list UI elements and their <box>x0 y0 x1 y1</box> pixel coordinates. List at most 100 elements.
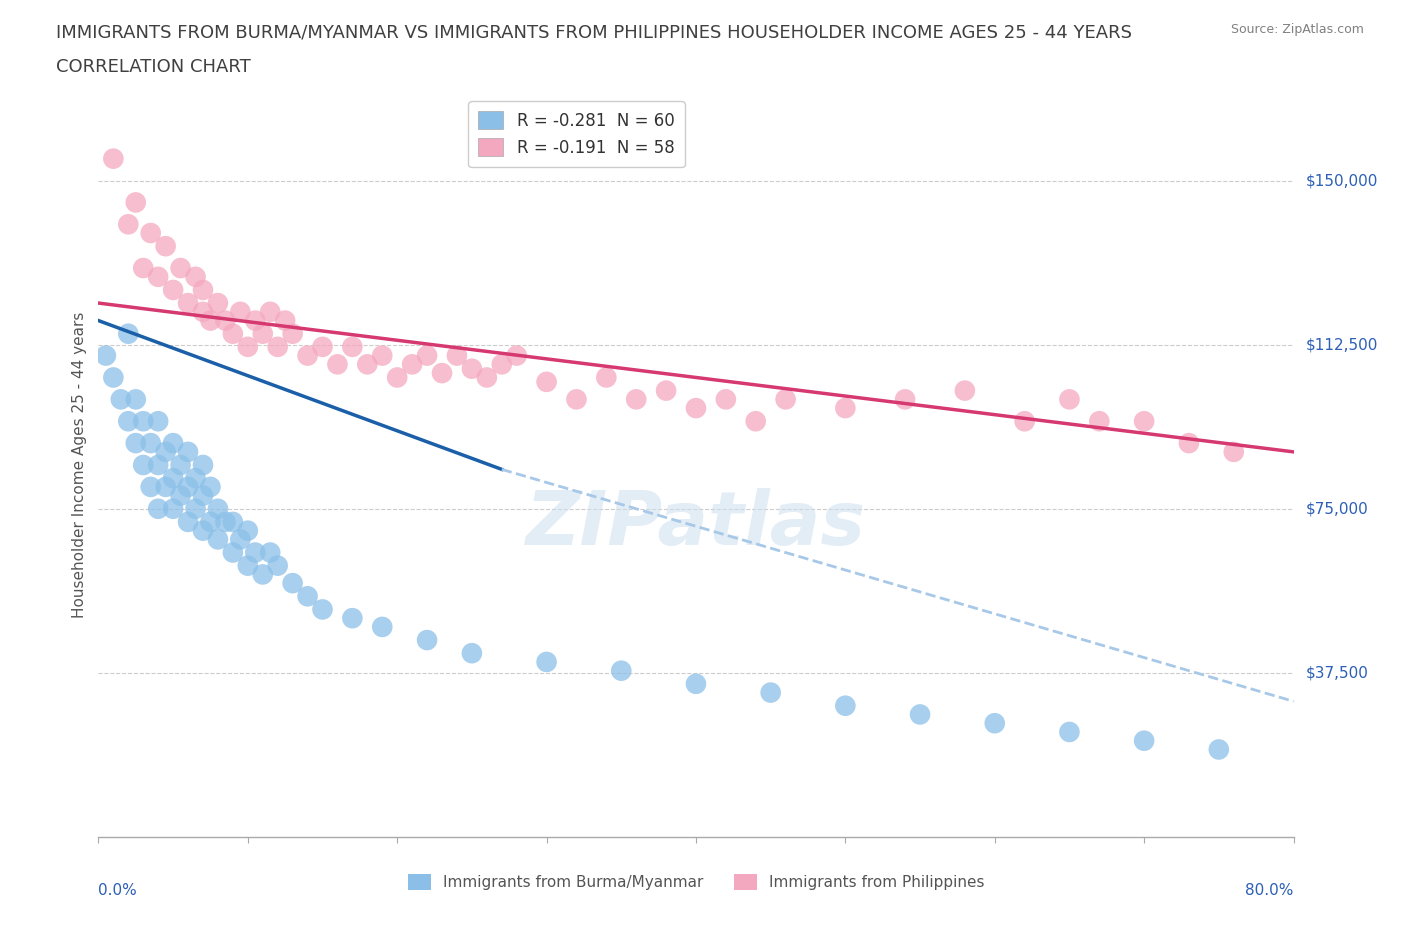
Point <box>184 270 207 285</box>
Point <box>200 514 222 529</box>
Point <box>274 313 297 328</box>
Point <box>267 558 290 573</box>
Point <box>983 716 1005 731</box>
Point <box>610 663 633 678</box>
Point <box>775 392 797 406</box>
Point <box>162 471 184 485</box>
Point <box>834 698 856 713</box>
Point <box>229 304 252 319</box>
Legend: Immigrants from Burma/Myanmar, Immigrants from Philippines: Immigrants from Burma/Myanmar, Immigrant… <box>402 868 990 897</box>
Point <box>184 471 207 485</box>
Point <box>191 458 214 472</box>
Point <box>1059 724 1081 739</box>
Point <box>416 348 439 363</box>
Point <box>236 558 259 573</box>
Point <box>155 239 177 254</box>
Point <box>117 326 139 341</box>
Point <box>1133 414 1156 429</box>
Point <box>475 370 498 385</box>
Point <box>259 304 281 319</box>
Point <box>169 488 191 503</box>
Point <box>536 375 558 390</box>
Point <box>132 260 155 275</box>
Point <box>207 296 229 311</box>
Point <box>416 632 439 647</box>
Point <box>125 435 148 450</box>
Y-axis label: Householder Income Ages 25 - 44 years: Householder Income Ages 25 - 44 years <box>72 312 87 618</box>
Point <box>311 602 333 617</box>
Point <box>759 685 782 700</box>
Point <box>148 414 170 429</box>
Point <box>536 655 558 670</box>
Point <box>1178 435 1201 450</box>
Point <box>1059 392 1081 406</box>
Point <box>311 339 333 354</box>
Point <box>685 401 707 416</box>
Point <box>446 348 468 363</box>
Point <box>685 676 707 691</box>
Point <box>125 392 148 406</box>
Point <box>461 361 484 376</box>
Point <box>1088 414 1111 429</box>
Point <box>191 283 214 298</box>
Point <box>229 532 252 547</box>
Point <box>162 501 184 516</box>
Point <box>94 348 117 363</box>
Point <box>908 707 931 722</box>
Point <box>655 383 678 398</box>
Point <box>245 313 267 328</box>
Point <box>155 480 177 495</box>
Point <box>200 480 222 495</box>
Point <box>245 545 267 560</box>
Point <box>155 445 177 459</box>
Point <box>281 576 304 591</box>
Point <box>184 501 207 516</box>
Point <box>222 545 245 560</box>
Text: $112,500: $112,500 <box>1306 338 1378 352</box>
Point <box>385 370 409 385</box>
Point <box>162 283 184 298</box>
Point <box>207 532 229 547</box>
Point <box>191 524 214 538</box>
Point <box>252 326 274 341</box>
Point <box>169 260 191 275</box>
Point <box>117 217 139 232</box>
Point <box>326 357 349 372</box>
Point <box>1223 445 1246 459</box>
Text: Source: ZipAtlas.com: Source: ZipAtlas.com <box>1230 23 1364 36</box>
Text: $150,000: $150,000 <box>1306 173 1378 188</box>
Point <box>745 414 768 429</box>
Point <box>103 370 125 385</box>
Point <box>125 195 148 210</box>
Point <box>110 392 132 406</box>
Text: 80.0%: 80.0% <box>1246 883 1294 898</box>
Point <box>200 313 222 328</box>
Point <box>162 435 184 450</box>
Point <box>342 611 364 626</box>
Point <box>506 348 529 363</box>
Point <box>222 514 245 529</box>
Point <box>281 326 304 341</box>
Text: ZIPatlas: ZIPatlas <box>526 488 866 561</box>
Point <box>624 392 647 406</box>
Point <box>177 445 200 459</box>
Point <box>430 365 453 380</box>
Point <box>371 619 394 634</box>
Point <box>1133 733 1156 748</box>
Point <box>169 458 191 472</box>
Point <box>103 152 125 166</box>
Point <box>595 370 617 385</box>
Point <box>834 401 856 416</box>
Point <box>207 501 229 516</box>
Point <box>953 383 976 398</box>
Text: $37,500: $37,500 <box>1306 665 1368 681</box>
Point <box>236 524 259 538</box>
Point <box>236 339 259 354</box>
Point <box>214 313 236 328</box>
Point <box>117 414 139 429</box>
Point <box>342 339 364 354</box>
Point <box>461 645 484 660</box>
Point <box>191 304 214 319</box>
Point <box>267 339 290 354</box>
Point <box>714 392 737 406</box>
